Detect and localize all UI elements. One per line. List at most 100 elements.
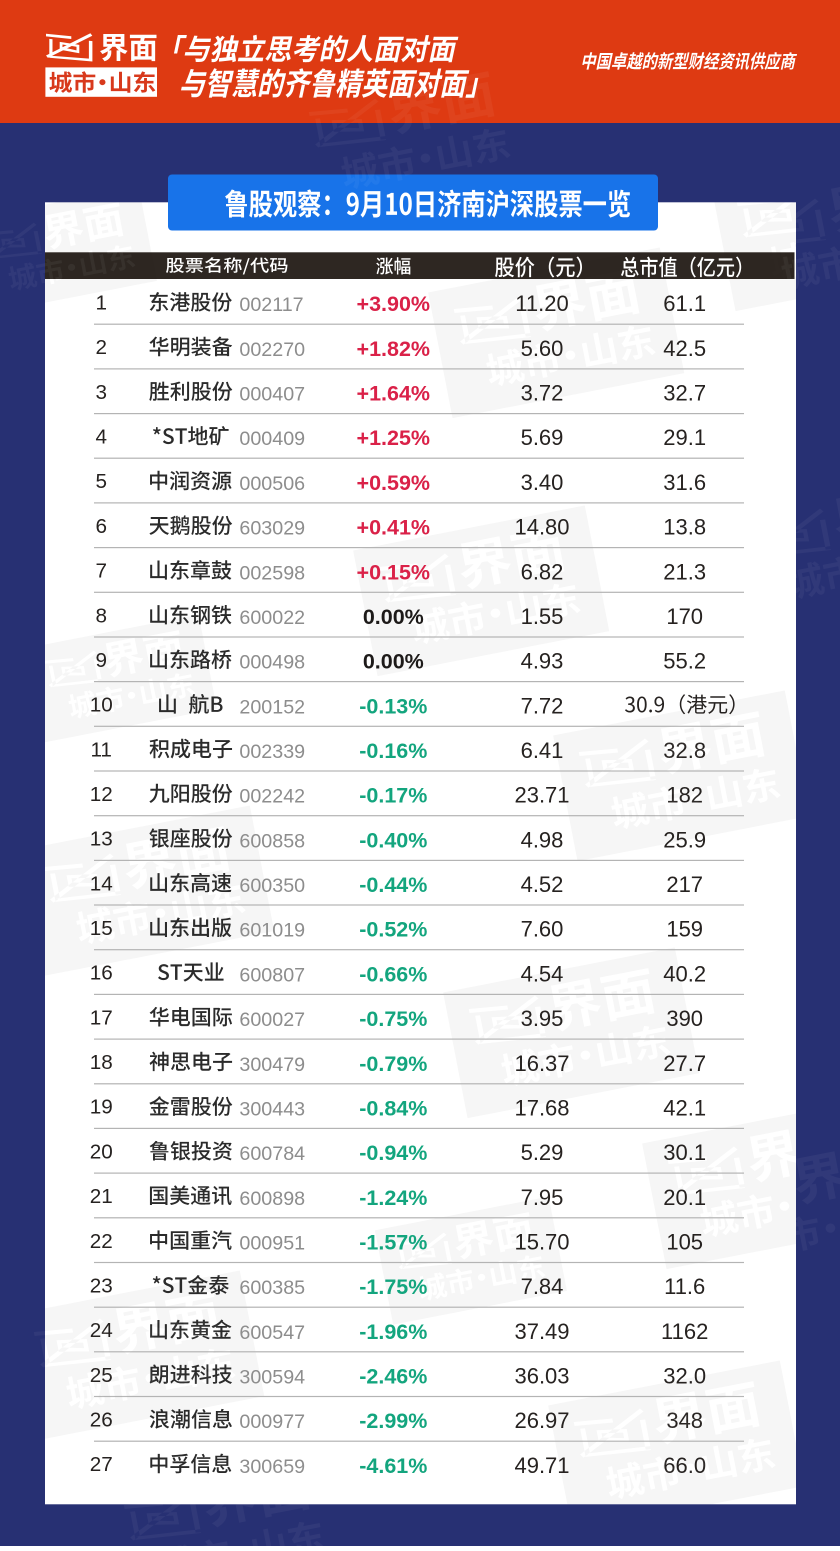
svg-text:49.71: 49.71 [514, 1453, 569, 1478]
svg-text:-1.96%: -1.96% [359, 1320, 427, 1344]
svg-text:300479: 300479 [239, 1054, 305, 1076]
svg-text:-1.75%: -1.75% [359, 1275, 427, 1299]
svg-text:217: 217 [666, 872, 703, 897]
svg-text:300594: 300594 [239, 1367, 305, 1389]
svg-text:25: 25 [90, 1364, 113, 1387]
svg-text:-0.13%: -0.13% [359, 694, 427, 718]
svg-text:000407: 000407 [239, 384, 305, 406]
svg-text:37.49: 37.49 [514, 1319, 569, 1344]
svg-text:002339: 002339 [239, 741, 305, 763]
svg-text:1162: 1162 [661, 1319, 708, 1344]
svg-text:16: 16 [90, 962, 113, 985]
svg-text:-2.99%: -2.99% [359, 1409, 427, 1433]
svg-text:42.1: 42.1 [663, 1095, 706, 1120]
svg-text:105: 105 [666, 1230, 703, 1255]
svg-text:27.7: 27.7 [663, 1051, 706, 1076]
svg-text:6.41: 6.41 [521, 738, 564, 763]
svg-text:12: 12 [90, 783, 113, 806]
svg-text:32.7: 32.7 [663, 381, 706, 406]
svg-text:9: 9 [95, 649, 107, 672]
svg-text:300443: 300443 [239, 1098, 305, 1120]
svg-text:+1.25%: +1.25% [357, 426, 431, 450]
svg-text:-0.44%: -0.44% [359, 873, 427, 897]
svg-text:+0.59%: +0.59% [357, 471, 431, 495]
svg-text:-0.40%: -0.40% [359, 828, 427, 852]
svg-text:8: 8 [95, 604, 107, 627]
svg-text:4.98: 4.98 [521, 827, 564, 852]
svg-text:26.97: 26.97 [514, 1408, 569, 1433]
svg-text:000977: 000977 [239, 1411, 305, 1433]
svg-text:2: 2 [95, 336, 107, 359]
svg-text:42.5: 42.5 [663, 336, 706, 361]
svg-text:000506: 000506 [239, 473, 305, 495]
svg-text:600898: 600898 [239, 1188, 305, 1210]
svg-text:23: 23 [90, 1275, 113, 1298]
svg-text:21: 21 [90, 1185, 113, 1208]
svg-text:3.72: 3.72 [521, 381, 564, 406]
svg-text:000498: 000498 [239, 652, 305, 674]
svg-text:15: 15 [90, 917, 113, 940]
svg-text:16.37: 16.37 [514, 1051, 569, 1076]
svg-text:4: 4 [95, 426, 107, 449]
svg-text:600385: 600385 [239, 1277, 305, 1299]
svg-text:15.70: 15.70 [514, 1230, 569, 1255]
svg-text:5.60: 5.60 [521, 336, 564, 361]
svg-text:17: 17 [90, 1006, 113, 1029]
svg-text:-0.17%: -0.17% [359, 784, 427, 808]
svg-text:600547: 600547 [239, 1322, 305, 1344]
svg-text:-0.84%: -0.84% [359, 1096, 427, 1120]
svg-text:-1.24%: -1.24% [359, 1186, 427, 1210]
svg-text:002242: 002242 [239, 786, 305, 808]
svg-text:5: 5 [95, 470, 107, 493]
svg-text:25.9: 25.9 [663, 827, 706, 852]
svg-text:600784: 600784 [239, 1143, 305, 1165]
svg-text:-2.46%: -2.46% [359, 1365, 427, 1389]
svg-text:13: 13 [90, 828, 113, 851]
svg-text:14: 14 [90, 872, 113, 895]
svg-text:-0.75%: -0.75% [359, 1007, 427, 1031]
svg-text:-0.52%: -0.52% [359, 918, 427, 942]
svg-text:5.69: 5.69 [521, 425, 564, 450]
svg-text:7: 7 [95, 560, 107, 583]
svg-text:17.68: 17.68 [514, 1095, 569, 1120]
svg-text:55.2: 55.2 [663, 649, 706, 674]
svg-text:-1.57%: -1.57% [359, 1231, 427, 1255]
svg-text:+0.41%: +0.41% [357, 516, 431, 540]
svg-text:20: 20 [90, 1140, 113, 1163]
svg-text:3.95: 3.95 [521, 1006, 564, 1031]
svg-text:26: 26 [90, 1409, 113, 1432]
svg-text:170: 170 [666, 604, 703, 629]
svg-text:7.60: 7.60 [521, 917, 564, 942]
svg-text:600807: 600807 [239, 964, 305, 986]
svg-text:7.72: 7.72 [521, 693, 564, 718]
svg-text:4.54: 4.54 [521, 961, 564, 986]
svg-text:14.80: 14.80 [514, 515, 569, 540]
svg-text:30.1: 30.1 [663, 1140, 706, 1165]
svg-text:36.03: 36.03 [514, 1364, 569, 1389]
svg-text:002598: 002598 [239, 562, 305, 584]
svg-text:+1.64%: +1.64% [357, 382, 431, 406]
svg-text:-0.79%: -0.79% [359, 1052, 427, 1076]
svg-text:+0.15%: +0.15% [357, 560, 431, 584]
svg-text:4.52: 4.52 [521, 872, 564, 897]
svg-text:601019: 601019 [239, 920, 305, 942]
svg-text:66.0: 66.0 [663, 1453, 706, 1478]
svg-text:5.29: 5.29 [521, 1140, 564, 1165]
svg-text:-0.94%: -0.94% [359, 1141, 427, 1165]
svg-text:+3.90%: +3.90% [357, 292, 431, 316]
svg-text:159: 159 [666, 917, 703, 942]
svg-text:22: 22 [90, 1230, 113, 1253]
svg-text:-0.66%: -0.66% [359, 962, 427, 986]
svg-text:7.95: 7.95 [521, 1185, 564, 1210]
svg-text:61.1: 61.1 [663, 291, 706, 316]
svg-text:32.0: 32.0 [663, 1364, 706, 1389]
svg-text:000409: 000409 [239, 428, 305, 450]
svg-text:002270: 002270 [239, 339, 305, 361]
svg-text:10: 10 [90, 694, 113, 717]
svg-text:3.40: 3.40 [521, 470, 564, 495]
svg-text:600350: 600350 [239, 875, 305, 897]
svg-text:6: 6 [95, 515, 107, 538]
svg-text:200152: 200152 [239, 696, 305, 718]
svg-text:000951: 000951 [239, 1233, 305, 1255]
svg-text:11.20: 11.20 [515, 291, 568, 316]
